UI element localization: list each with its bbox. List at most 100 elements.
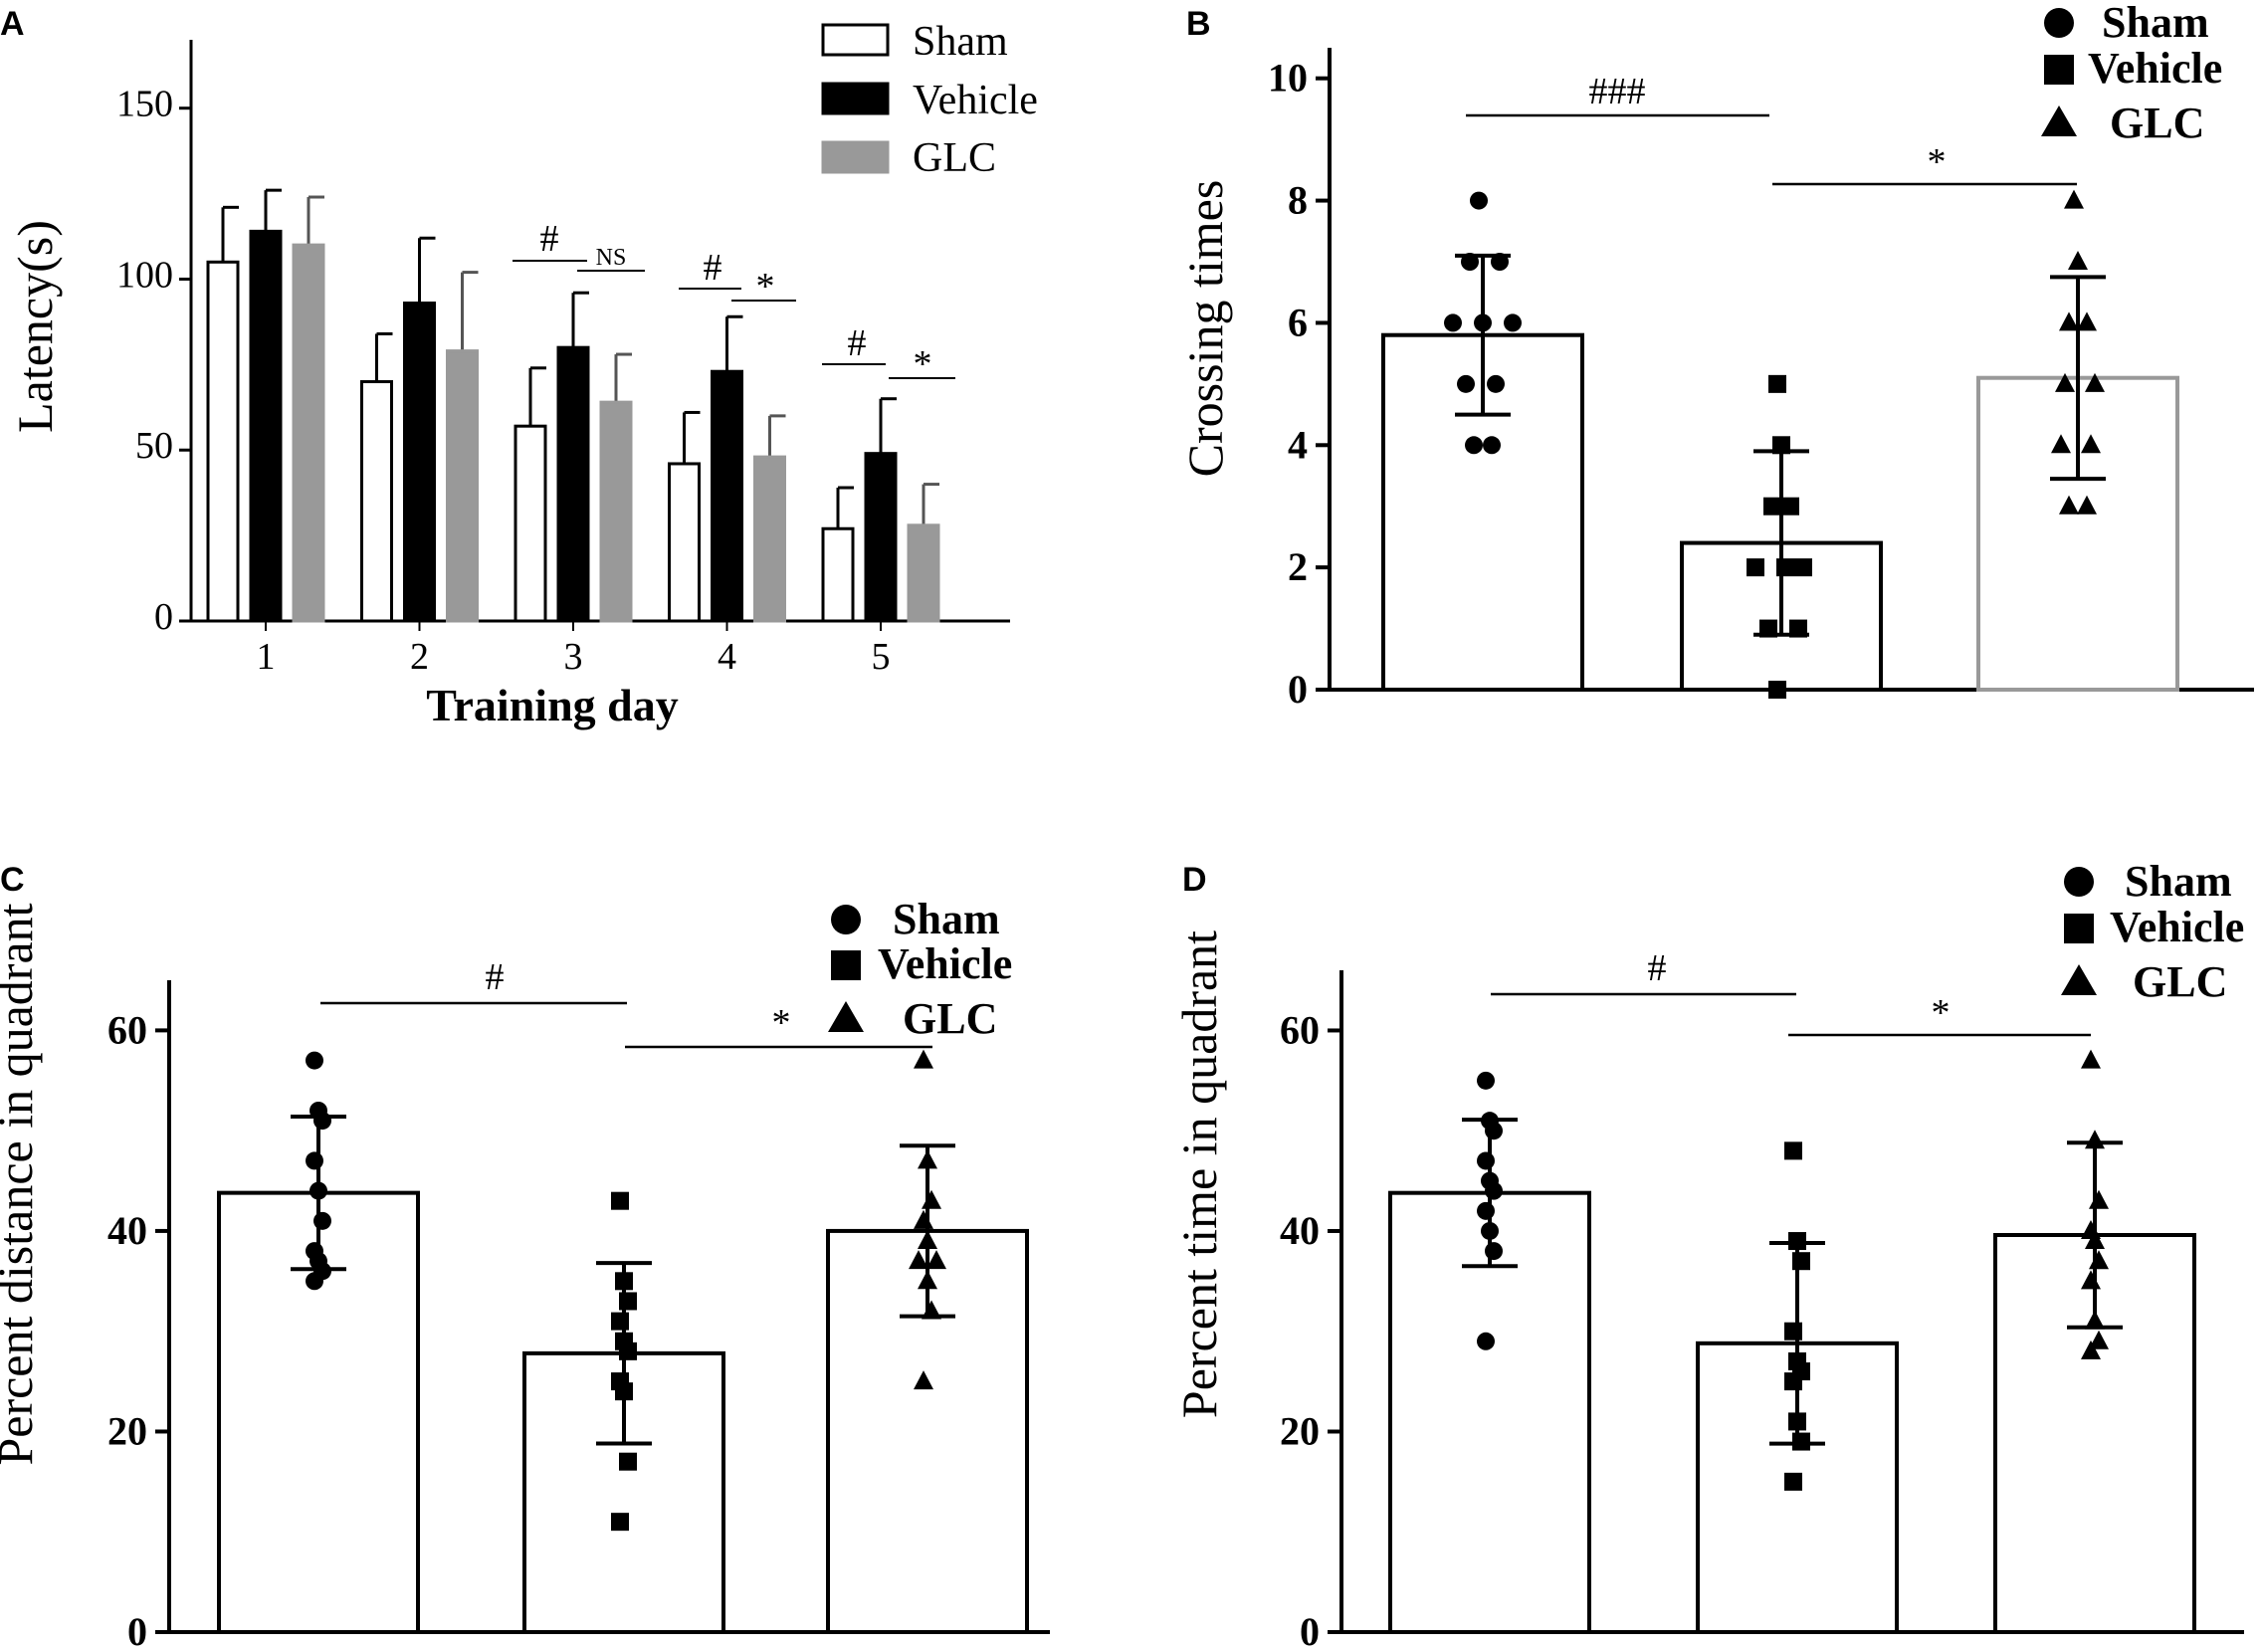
legend-d-sham-marker (2064, 867, 2094, 897)
panel-b-point-glc-5 (2085, 372, 2105, 392)
legend-b-glc-marker (2041, 105, 2077, 136)
panel-b-point-sham-7 (1487, 374, 1505, 393)
panel-c-point-sham-5 (313, 1211, 331, 1230)
panel-c-point-vehicle-2 (619, 1292, 637, 1311)
panel-b-point-glc-3 (2077, 311, 2097, 331)
panel-d-point-vehicle-6 (1784, 1372, 1802, 1391)
panel-b-ytick-label-0: 0 (1288, 667, 1308, 712)
legend-b-sham-label: Sham (2102, 0, 2209, 47)
panel-a-bar-vehicle-day5 (864, 452, 898, 623)
panel-c-point-glc-0 (914, 1049, 933, 1069)
panel-a-legend: Sham Vehicle GLC (821, 19, 1038, 181)
panel-letter-b: B (1186, 5, 1211, 43)
panel-b-point-vehicle-2 (1763, 497, 1781, 516)
legend-c-sham-marker (831, 905, 861, 934)
panel-b-ytick-label-4: 4 (1288, 422, 1308, 467)
panel-d-point-sham-3 (1477, 1151, 1495, 1170)
panel-b-point-vehicle-3 (1781, 497, 1799, 516)
panel-b-point-vehicle-9 (1768, 681, 1786, 699)
legend-d-vehicle-marker (2064, 914, 2094, 943)
panel-b-ytick-label-2: 2 (1288, 544, 1308, 589)
panel-c: C 0 20 40 60 Percent distance in quadrant S… (0, 861, 1050, 1652)
panel-d-ylabel: Percent time in quadrant (1171, 930, 1227, 1418)
panel-d-point-vehicle-0 (1784, 1141, 1802, 1160)
panel-b-ytick-label-10: 10 (1268, 56, 1308, 101)
legend-d-vehicle-label: Vehicle (2110, 903, 2244, 951)
panel-d-point-sham-8 (1485, 1242, 1503, 1261)
panel-a-xtick-label-3: 3 (564, 636, 583, 678)
panel-b-ytick-label-6: 6 (1288, 300, 1308, 344)
legend-c-vehicle-marker (831, 950, 861, 980)
panel-a-bar-glc-day5 (907, 523, 940, 623)
panel-c-point-vehicle-3 (611, 1312, 629, 1331)
sig-b-left: ### (1589, 71, 1646, 112)
panel-d-point-sham-0 (1477, 1071, 1495, 1090)
panel-c-ylabel: Percent distance in quadrant (0, 903, 43, 1465)
panel-b-point-glc-4 (2055, 372, 2075, 392)
panel-d: D 0 20 40 60 Percent time in quadrant Sham … (1171, 857, 2244, 1652)
panel-b-point-sham-0 (1470, 191, 1488, 210)
panel-a-xlabel: Training day (426, 680, 679, 730)
panel-a-bar-sham-day5 (821, 526, 855, 623)
panel-letter-a: A (0, 5, 25, 43)
sig-a-day3-right: NS (596, 245, 627, 271)
panel-b-point-glc-1 (2068, 251, 2088, 270)
panel-c-point-glc-3 (914, 1209, 933, 1229)
sig-a-day5-right: * (914, 343, 932, 385)
panel-d-significance: # * (1491, 947, 2091, 1037)
panel-d-point-glc-9 (2081, 1340, 2101, 1359)
legend-a-vehicle-label: Vehicle (913, 78, 1038, 123)
panel-b-point-glc-8 (2059, 495, 2079, 515)
panel-c-significance: # * (320, 956, 932, 1049)
panel-b-point-sham-6 (1457, 374, 1475, 393)
sig-c-right: * (772, 1002, 791, 1044)
panel-c-ytick-label-20: 20 (107, 1408, 147, 1453)
panel-d-point-vehicle-9 (1784, 1472, 1802, 1491)
panel-c-point-sham-2 (313, 1112, 331, 1131)
sig-d-right: * (1932, 992, 1951, 1034)
panel-b-point-sham-8 (1465, 436, 1483, 455)
panel-b-point-glc-9 (2077, 495, 2097, 515)
panel-a-bar-sham-day1 (206, 260, 240, 623)
sig-d-left: # (1648, 947, 1667, 989)
panel-b-point-vehicle-4 (1747, 558, 1764, 577)
panel-c-ytick-label-60: 60 (107, 1007, 147, 1052)
sig-a-day5-left: # (848, 322, 867, 364)
panel-a-bar-sham-day3 (514, 424, 547, 623)
panel-b-point-glc-0 (2064, 189, 2084, 209)
panel-d-ytick-label-20: 20 (1280, 1408, 1320, 1453)
legend-b-vehicle-marker (2044, 55, 2074, 85)
panel-b-marks: 0 2 4 6 8 10 (1268, 48, 2254, 712)
panel-a-bar-vehicle-day2 (403, 302, 436, 623)
panel-a-xtick-label-4: 4 (718, 636, 736, 678)
panel-d-point-vehicle-1 (1788, 1232, 1806, 1251)
panel-b-point-glc-7 (2081, 434, 2101, 454)
sig-a-day3-left: # (540, 218, 559, 260)
legend-c-glc-marker (828, 1001, 864, 1032)
panel-b-point-vehicle-6 (1794, 558, 1812, 577)
panel-a-xtick-label-5: 5 (872, 636, 891, 678)
sig-c-left: # (486, 956, 505, 998)
panel-b-ylabel: Crossing times (1177, 180, 1233, 478)
panel-a-bar-sham-day2 (360, 380, 393, 623)
panel-d-ytick-label-60: 60 (1280, 1007, 1320, 1052)
panel-c-point-glc-2 (922, 1189, 941, 1209)
panel-c-point-vehicle-9 (611, 1513, 629, 1532)
panel-d-point-sham-5 (1485, 1181, 1503, 1200)
panel-a-bar-glc-day3 (599, 400, 633, 623)
legend-d-sham-label: Sham (2125, 857, 2232, 906)
sig-a-day4-left: # (704, 247, 722, 289)
panel-c-marks: 0 20 40 60 (107, 980, 1050, 1652)
panel-c-ytick-label-0: 0 (127, 1609, 147, 1647)
panel-a-ytick-label-100: 100 (116, 254, 173, 296)
legend-d-glc-marker (2061, 964, 2097, 995)
panel-a-bar-vehicle-day1 (249, 229, 283, 623)
legend-b-vehicle-label: Vehicle (2088, 44, 2222, 93)
panel-c-legend: Sham Vehicle GLC (828, 895, 1012, 1043)
legend-d-glc-label: GLC (2133, 957, 2227, 1006)
panel-d-point-vehicle-8 (1792, 1432, 1810, 1451)
panel-a-bar-glc-day1 (292, 243, 325, 623)
panel-a-ytick-label-0: 0 (154, 596, 173, 638)
legend-a-glc-swatch (821, 140, 890, 174)
